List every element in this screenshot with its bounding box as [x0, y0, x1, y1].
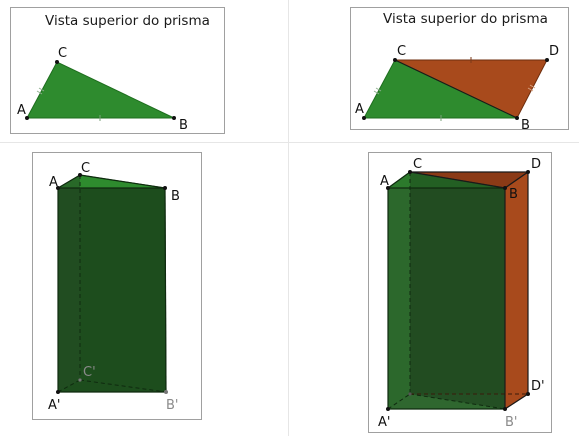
vertex-point	[386, 186, 390, 190]
edge	[504, 171, 529, 189]
edge	[57, 174, 81, 189]
vertex-label-c: C	[397, 44, 406, 59]
edge	[79, 174, 166, 189]
hidden-edge	[409, 393, 506, 410]
diagonal-cb	[394, 59, 518, 119]
vertex-point	[526, 392, 530, 396]
vertex-point	[503, 186, 507, 190]
tick-mark	[375, 87, 382, 92]
vertex-label-a: A	[49, 175, 58, 190]
vertex-label-c: C	[413, 157, 422, 172]
vertex-point	[78, 378, 82, 382]
tick-mark	[529, 84, 536, 89]
hidden-edge	[387, 393, 411, 410]
edge	[164, 187, 167, 393]
tick-mark	[38, 87, 45, 92]
vertex-label-a: A	[380, 174, 389, 189]
tick-mark	[527, 87, 534, 92]
vertex-label-b: B	[509, 187, 518, 202]
triangular-prism: A C B C' A' B'	[48, 161, 180, 413]
edge	[409, 171, 506, 189]
vertex-label-b: B	[521, 118, 530, 133]
left-face	[388, 172, 410, 409]
vertex-point	[163, 186, 167, 190]
vertex-label-a: A	[17, 103, 26, 118]
vertex-label-d: D	[549, 44, 559, 59]
tick-mark	[36, 90, 43, 95]
vertex-label-d: D	[531, 157, 541, 172]
vertex-point	[515, 116, 519, 120]
left-face	[58, 175, 80, 392]
vertex-label-b-prime: B'	[166, 398, 179, 413]
triangle-abc	[26, 61, 175, 119]
vertex-point	[393, 58, 397, 62]
horizontal-divider	[0, 142, 579, 143]
vertex-point	[503, 407, 507, 411]
vertex-label-a-prime: A'	[378, 415, 390, 430]
panel-title: Vista superior do prisma	[383, 11, 548, 27]
vertex-point	[545, 58, 549, 62]
vertex-point	[362, 116, 366, 120]
vertex-label-b: B	[171, 189, 180, 204]
inner-plane-cb	[410, 172, 505, 409]
quadrangular-prism: A C D B D' A' B'	[378, 157, 545, 430]
vertex-label-c-prime: C'	[83, 365, 96, 380]
vertex-point	[408, 170, 412, 174]
vertex-point	[408, 392, 412, 396]
right-face-bd	[504, 171, 529, 410]
vertex-point	[25, 116, 29, 120]
vertex-point	[526, 170, 530, 174]
vertex-label-b: B	[179, 118, 188, 133]
vertex-label-d-prime: D'	[531, 379, 545, 394]
vertical-divider	[288, 0, 289, 436]
vertex-label-a-prime: A'	[48, 398, 60, 413]
vertex-point	[55, 60, 59, 64]
vertex-label-c: C	[81, 161, 90, 176]
tick-mark	[373, 90, 380, 95]
vertex-label-b-prime: B'	[505, 415, 518, 430]
vertex-point	[78, 173, 82, 177]
vertex-point	[56, 186, 60, 190]
vertex-point	[172, 116, 176, 120]
panel-title: Vista superior do prisma	[45, 13, 210, 29]
edge	[387, 171, 411, 189]
top-view-parallelogram: A C D B	[355, 44, 559, 133]
vertex-label-a: A	[355, 102, 364, 117]
vertex-point	[164, 390, 168, 394]
edge	[504, 393, 529, 410]
top-view-triangle: A C B	[17, 46, 188, 133]
vertex-point	[386, 407, 390, 411]
hidden-edge	[79, 379, 167, 393]
vertex-label-c: C	[58, 46, 67, 61]
vertex-point	[56, 390, 60, 394]
